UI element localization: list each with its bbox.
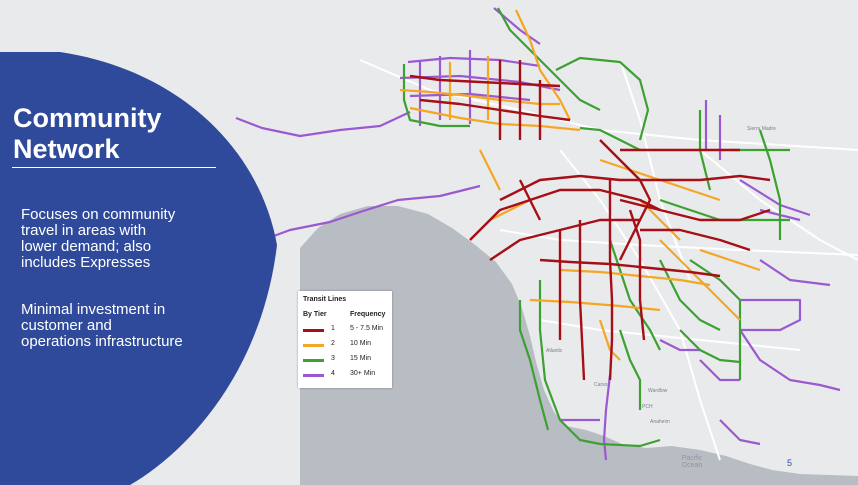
page-number: 5 (787, 458, 793, 468)
map-legend: Transit Lines By Tier Frequency 1 5 - 7.… (298, 291, 392, 388)
bullet1-line2: travel in areas with (21, 222, 147, 239)
legend-freq-tier-2: 10 Min (350, 340, 372, 347)
bullet2-line1: Minimal investment in (21, 301, 166, 318)
legend-swatch-tier-3 (303, 359, 324, 362)
legend-swatch-tier-2 (303, 344, 324, 347)
legend-header-frequency: Frequency (350, 311, 386, 318)
bullet1-line4: includes Expresses (21, 254, 151, 271)
place-label-carson: Carson (594, 382, 610, 388)
bullet-community-focus: Focuses on community travel in areas wit… (21, 207, 221, 271)
legend-tier-3: 3 (331, 355, 335, 362)
legend-row-tier-2: 2 10 Min (303, 340, 389, 350)
bullet2-line3: operations infrastructure (21, 333, 183, 350)
legend-header-tier: By Tier (303, 311, 327, 318)
bullet1-line3: lower demand; also (21, 238, 152, 255)
ocean-label-line2: Ocean (681, 462, 703, 469)
legend-tier-2: 2 (331, 340, 335, 347)
map-roads (359, 59, 858, 461)
legend-freq-tier-3: 15 Min (350, 355, 372, 362)
place-labels: Sierra Madre Atlantic Carson Wardlow PCH… (546, 126, 776, 425)
tier-1-lines (409, 60, 771, 381)
bullet2-line2: customer and (21, 317, 112, 334)
bullet1-line1: Focuses on community (21, 206, 176, 223)
legend-tier-4: 4 (331, 370, 335, 377)
bullet-minimal-investment: Minimal investment in customer and opera… (21, 302, 221, 350)
legend-row-tier-4: 4 30+ Min (303, 370, 389, 380)
page-title: Community Network (13, 103, 233, 165)
place-label-pch: PCH (642, 404, 653, 410)
tier-2-lines (399, 9, 761, 361)
place-label-anaheim: Anaheim (650, 419, 670, 425)
legend-freq-tier-4: 30+ Min (350, 370, 376, 377)
ocean-label: Pacific Ocean (672, 455, 712, 469)
title-line-1: Community (13, 103, 162, 133)
title-line-2: Network (13, 134, 120, 164)
legend-row-tier-1: 1 5 - 7.5 Min (303, 325, 389, 335)
ocean-label-line1: Pacific (681, 455, 703, 462)
tier-3-lines (402, 7, 790, 448)
legend-swatch-tier-4 (303, 374, 324, 377)
place-label-atlantic: Atlantic (546, 348, 563, 354)
place-label-wardlow: Wardlow (648, 388, 668, 394)
place-label-sierra-madre: Sierra Madre (747, 126, 776, 132)
map-ocean (300, 206, 858, 485)
legend-tier-1: 1 (331, 325, 335, 332)
legend-freq-tier-1: 5 - 7.5 Min (350, 325, 384, 332)
title-divider (12, 167, 216, 168)
legend-title: Transit Lines (303, 296, 347, 303)
legend-swatch-tier-1 (303, 329, 324, 332)
legend-row-tier-3: 3 15 Min (303, 355, 389, 365)
